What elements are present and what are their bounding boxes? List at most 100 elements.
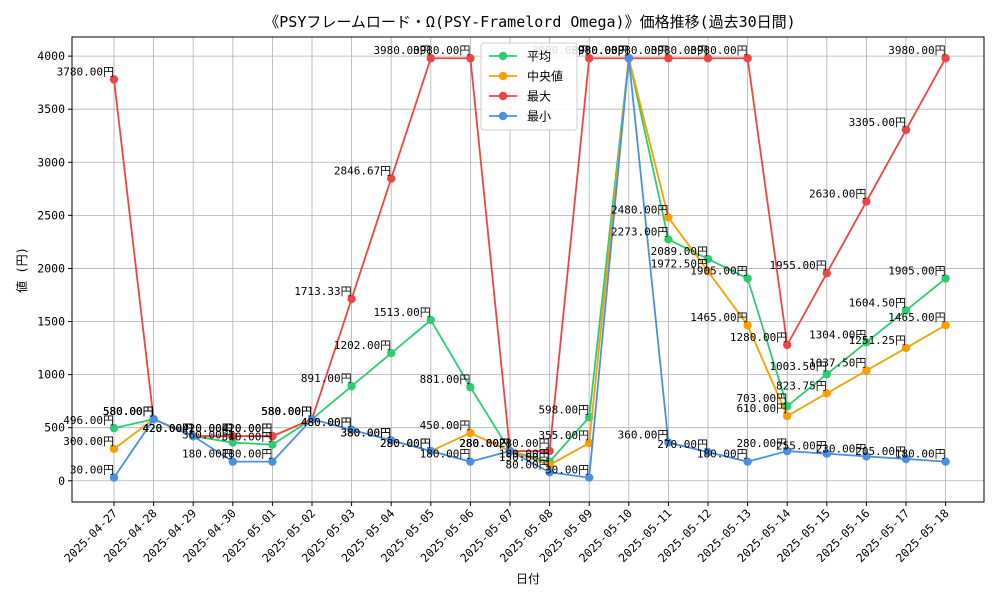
data-label: 703.00円 (736, 392, 787, 405)
data-label: 1905.00円 (888, 265, 945, 278)
data-point (268, 440, 277, 449)
y-tick-label: 2500 (37, 208, 65, 222)
data-label: 380.00円 (340, 426, 391, 439)
data-point (743, 321, 752, 330)
data-label: 1465.00円 (888, 311, 945, 324)
y-tick-label: 4000 (37, 49, 65, 63)
data-label: 3980.00円 (413, 44, 470, 57)
data-point (545, 446, 554, 456)
data-label: 420.00円 (222, 422, 273, 435)
data-point (268, 457, 277, 466)
data-label: 2630.00円 (809, 188, 866, 201)
data-point (426, 54, 435, 63)
series-line (113, 57, 947, 452)
data-label: 1713.33円 (294, 285, 351, 298)
data-point (862, 338, 871, 347)
data-point (545, 460, 554, 470)
data-point (901, 343, 911, 353)
data-label: 580.00円 (103, 405, 154, 418)
data-label: 180.00円 (895, 448, 946, 461)
data-label: 280.00円 (736, 437, 787, 450)
data-label: 1972.50円 (651, 257, 708, 270)
data-label: 3980.00円 (690, 44, 747, 57)
data-point (703, 54, 713, 63)
data-point (822, 449, 831, 458)
series-line (113, 58, 947, 463)
data-point (664, 235, 673, 244)
data-point (149, 414, 158, 424)
data-label: 3980.00円 (571, 44, 628, 57)
data-point (941, 274, 950, 283)
data-label: 580.00円 (103, 405, 154, 418)
data-label: 881.00円 (420, 373, 471, 386)
legend-swatch-marker (498, 91, 508, 101)
data-label: 580.00円 (261, 405, 312, 418)
data-point (387, 348, 396, 358)
data-label: 420.00円 (182, 422, 233, 435)
data-point (822, 269, 831, 278)
data-point (743, 54, 752, 63)
data-point (228, 431, 237, 441)
series-line (113, 58, 946, 479)
data-point (585, 438, 594, 448)
data-label: 1037.50円 (809, 357, 866, 370)
data-label: 150.00円 (499, 451, 550, 464)
data-label: 280.00円 (499, 437, 550, 450)
data-point (307, 414, 317, 424)
data-point (901, 306, 911, 315)
data-point (822, 370, 831, 379)
data-point (466, 428, 475, 438)
legend-label: 中央値 (527, 69, 563, 84)
data-point (387, 174, 396, 183)
data-point (466, 383, 475, 392)
data-point (109, 423, 119, 433)
data-label: 1251.25円 (849, 334, 906, 347)
data-point (426, 446, 435, 456)
data-label: 1003.50円 (769, 360, 826, 373)
data-label: 355.00円 (538, 429, 589, 442)
y-tick-label: 1000 (37, 368, 65, 382)
data-point (228, 457, 237, 466)
data-label: 2089.00円 (651, 245, 708, 258)
data-point (466, 54, 475, 63)
data-point (783, 411, 792, 421)
data-point (624, 54, 633, 63)
data-point (189, 431, 198, 441)
data-point (664, 438, 673, 447)
data-label: 2846.67円 (334, 165, 391, 178)
data-point (822, 389, 831, 398)
data-labels: 496.00円580.00円420.00円360.00円340.00円580.0… (57, 44, 946, 476)
data-label: 480.00円 (301, 416, 352, 429)
data-label: 280.00円 (459, 437, 510, 450)
data-label: 180.00円 (697, 448, 748, 461)
data-label: 280.00円 (459, 437, 510, 450)
data-point (743, 457, 752, 466)
y-tick-label: 1500 (37, 315, 65, 329)
data-label: 3980.00円 (651, 44, 708, 57)
data-label: 2273.00円 (611, 225, 668, 238)
data-label: 3980.00円 (611, 44, 668, 57)
y-axis-label: 値 (円) (14, 247, 29, 293)
data-label: 205.00円 (855, 445, 906, 458)
data-label: 3980.00円 (888, 44, 945, 57)
data-label: 580.00円 (103, 405, 154, 418)
data-point (941, 321, 950, 330)
data-label: 255.00円 (776, 440, 827, 453)
data-label: 580.00円 (103, 405, 154, 418)
legend-item-2: 中央値 (489, 69, 563, 84)
data-label: 180.00円 (182, 448, 233, 461)
data-point (387, 436, 396, 445)
data-label: 3980.00円 (571, 44, 628, 57)
legend-item-3: 最大 (489, 90, 551, 104)
data-point (545, 468, 554, 477)
data-label: 3780.00円 (57, 65, 114, 78)
data-label: 420.00円 (222, 422, 273, 435)
legend-label: 最小 (527, 110, 551, 124)
data-label: 180.00円 (222, 448, 273, 461)
data-point (347, 425, 356, 435)
data-label: 580.00円 (261, 405, 312, 418)
data-point (228, 438, 237, 447)
data-point (664, 54, 673, 63)
